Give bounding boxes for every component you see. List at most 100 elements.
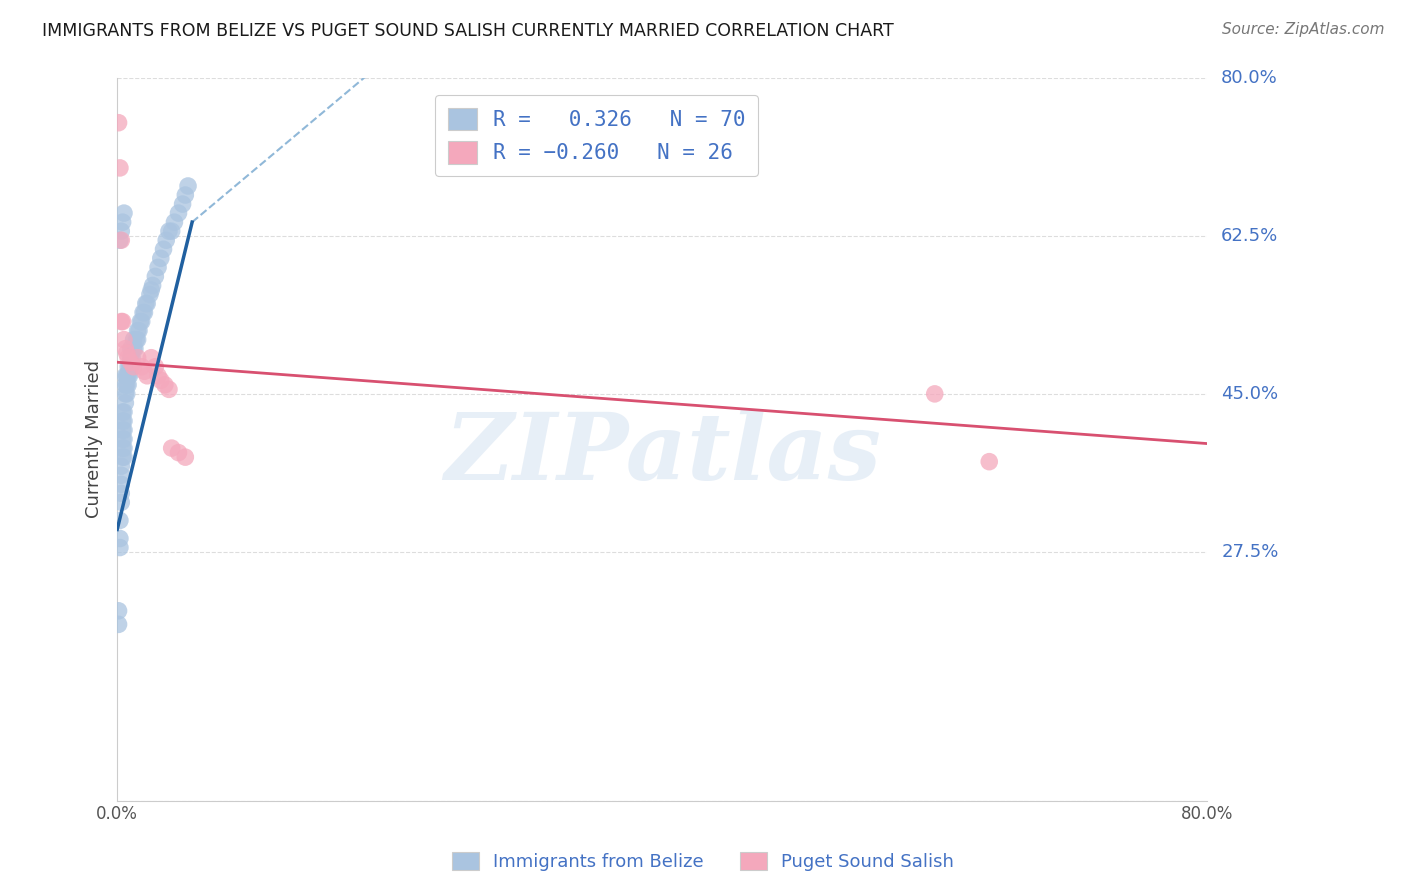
Point: [115, 387, 138, 401]
Point: [924, 387, 946, 401]
Point: [157, 382, 180, 396]
Point: [134, 305, 156, 319]
Point: [110, 477, 132, 491]
Point: [174, 188, 197, 202]
Point: [125, 333, 148, 347]
Point: [153, 377, 176, 392]
Point: [132, 305, 155, 319]
Point: [112, 432, 135, 446]
Point: [118, 368, 141, 383]
Point: [120, 342, 142, 356]
Point: [135, 296, 157, 310]
Point: [108, 532, 131, 546]
Point: [111, 432, 134, 446]
Point: [110, 486, 132, 500]
Point: [136, 296, 159, 310]
Point: [111, 450, 134, 464]
Point: [128, 324, 150, 338]
Point: [122, 359, 145, 374]
Point: [177, 179, 200, 194]
Point: [111, 441, 134, 455]
Point: [146, 368, 169, 383]
Point: [143, 359, 166, 374]
Point: [115, 368, 138, 383]
Point: [120, 359, 142, 374]
Point: [141, 283, 163, 297]
Point: [160, 224, 183, 238]
Point: [134, 364, 156, 378]
Point: [112, 333, 135, 347]
Point: [172, 197, 194, 211]
Point: [114, 342, 136, 356]
Point: [112, 450, 135, 464]
Point: [127, 324, 149, 338]
Legend: Immigrants from Belize, Puget Sound Salish: Immigrants from Belize, Puget Sound Sali…: [444, 845, 962, 879]
Point: [107, 116, 129, 130]
Point: [979, 455, 1001, 469]
Point: [111, 314, 134, 328]
Point: [117, 351, 139, 365]
Point: [122, 333, 145, 347]
Point: [111, 423, 134, 437]
Point: [117, 359, 139, 374]
Point: [131, 314, 153, 328]
Legend: R =   0.326   N = 70, R = −0.260   N = 26: R = 0.326 N = 70, R = −0.260 N = 26: [434, 95, 758, 176]
Point: [108, 161, 131, 175]
Point: [167, 445, 190, 459]
Point: [157, 224, 180, 238]
Point: [163, 215, 186, 229]
Point: [114, 377, 136, 392]
Point: [146, 260, 169, 275]
Point: [120, 355, 142, 369]
Point: [110, 468, 132, 483]
Point: [127, 333, 149, 347]
Point: [110, 233, 132, 247]
Point: [120, 351, 142, 365]
Text: 62.5%: 62.5%: [1222, 227, 1278, 244]
Point: [136, 368, 159, 383]
Point: [115, 377, 138, 392]
Point: [111, 414, 134, 428]
Point: [167, 206, 190, 220]
Point: [141, 351, 163, 365]
Point: [112, 414, 135, 428]
Point: [131, 359, 153, 374]
Point: [129, 314, 152, 328]
Point: [117, 368, 139, 383]
Point: [107, 604, 129, 618]
Point: [108, 233, 131, 247]
Point: [127, 351, 149, 365]
Point: [112, 441, 135, 455]
Point: [114, 396, 136, 410]
Text: Source: ZipAtlas.com: Source: ZipAtlas.com: [1222, 22, 1385, 37]
Point: [118, 359, 141, 374]
Point: [112, 405, 135, 419]
Point: [149, 252, 172, 266]
Point: [110, 495, 132, 509]
Text: 27.5%: 27.5%: [1222, 543, 1278, 561]
Text: ZIPatlas: ZIPatlas: [444, 409, 880, 499]
Point: [110, 224, 132, 238]
Point: [155, 233, 177, 247]
Point: [112, 206, 135, 220]
Point: [110, 314, 132, 328]
Point: [108, 513, 131, 527]
Point: [111, 405, 134, 419]
Text: 45.0%: 45.0%: [1222, 384, 1278, 403]
Point: [142, 278, 165, 293]
Point: [121, 351, 143, 365]
Point: [174, 450, 197, 464]
Point: [152, 242, 174, 256]
Point: [115, 346, 138, 360]
Point: [112, 423, 135, 437]
Point: [114, 387, 136, 401]
Point: [111, 215, 134, 229]
Point: [114, 368, 136, 383]
Point: [160, 441, 183, 455]
Point: [108, 541, 131, 555]
Point: [124, 342, 146, 356]
Point: [122, 342, 145, 356]
Text: 80.0%: 80.0%: [1222, 69, 1278, 87]
Point: [110, 459, 132, 474]
Point: [139, 287, 162, 301]
